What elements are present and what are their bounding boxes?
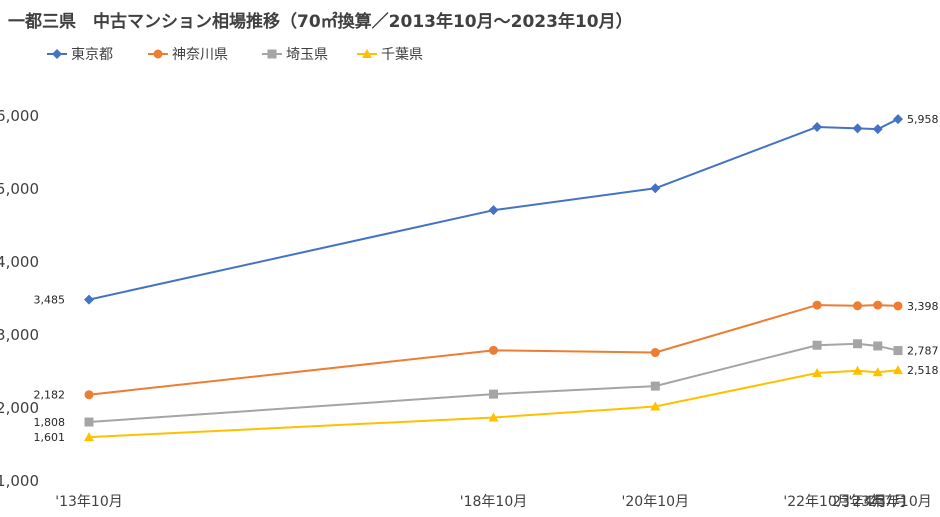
legend-label: 千葉県 [381,47,423,63]
data-label-first: 3,485 [34,294,66,307]
legend-item: 千葉県 [357,47,423,63]
x-tick-label: '20年10月 [622,494,689,510]
legend-marker-square [267,49,277,59]
series-square: 1,808 2,787 [34,339,939,429]
data-point [873,341,883,351]
data-point [812,367,823,377]
legend-label: 神奈川県 [172,47,228,63]
legend: 東京都 神奈川県 埼玉県 千葉県 [47,47,423,63]
data-point [84,294,94,305]
data-point [650,183,661,194]
data-point [650,401,661,411]
legend-marker-diamond [52,49,62,59]
y-tick-label: 4,000 [0,253,39,271]
series-line [88,369,899,439]
x-tick-label: '13年10月 [55,494,122,510]
series-line [88,342,899,424]
data-point [650,381,660,391]
chart-title: 一都三県 中古マンション相場推移（70㎡換算／2013年10月～2023年10月… [8,11,633,32]
data-point [812,340,822,350]
data-label-last: 2,518 [907,364,939,377]
legend-marker-circle [153,49,163,59]
data-point [853,301,863,311]
data-point [852,123,863,134]
legend-marker-triangle [362,49,372,58]
data-point [489,345,498,355]
y-tick-label: 6,000 [0,107,39,125]
legend-item: 埼玉県 [262,47,328,63]
data-label-first: 1,601 [34,431,66,444]
data-point [84,417,94,427]
y-tick-label: 5,000 [0,180,39,198]
series-circle: 2,182 3,398 [34,300,939,402]
data-point [488,205,499,216]
data-point [893,365,903,375]
data-point [812,300,822,310]
data-point [873,300,883,310]
data-label-first: 2,182 [34,389,66,402]
data-point [893,301,903,311]
data-label-last: 5,958 [907,113,939,126]
data-point [84,432,94,442]
series-triangle: 1,601 2,518 [34,364,939,444]
y-tick-label: 1,000 [0,472,39,490]
y-tick-label: 2,000 [0,399,39,417]
y-axis: 1,000 2,000 3,000 4,000 5,000 6,000 [0,107,39,490]
data-point [853,339,863,349]
legend-item: 東京都 [47,47,113,63]
series-diamond: 3,485 5,958 [34,113,939,307]
x-tick-label: '23年7月 [848,494,907,510]
data-point [852,365,863,375]
plot-area: 3,485 5,958 2,182 3,398 1,808 2,787 1,601 2,518 [34,113,939,444]
data-label-first: 1,808 [34,416,66,429]
data-label-last: 3,398 [907,300,939,313]
legend-label: 東京都 [71,47,113,63]
data-point [488,412,499,422]
data-point [893,346,903,356]
x-tick-label: '23年4月 [828,494,887,510]
data-point [650,348,660,358]
x-axis: '13年10月 '18年10月 '20年10月 '22年10月'23年4月'23年7月… [55,494,931,510]
data-label-last: 2,787 [907,345,939,358]
x-tick-label: '22年10月 [783,494,850,510]
y-tick-label: 3,000 [0,326,39,344]
x-tick-label: '18年10月 [460,494,527,510]
data-point [872,367,883,377]
legend-label: 埼玉県 [286,47,328,63]
x-tick-label: '23年10月 [864,494,931,510]
data-point [489,389,498,399]
legend-item: 神奈川県 [148,47,228,63]
data-point [84,390,94,400]
data-point [812,121,823,132]
data-point [893,114,903,125]
data-point [872,124,883,135]
